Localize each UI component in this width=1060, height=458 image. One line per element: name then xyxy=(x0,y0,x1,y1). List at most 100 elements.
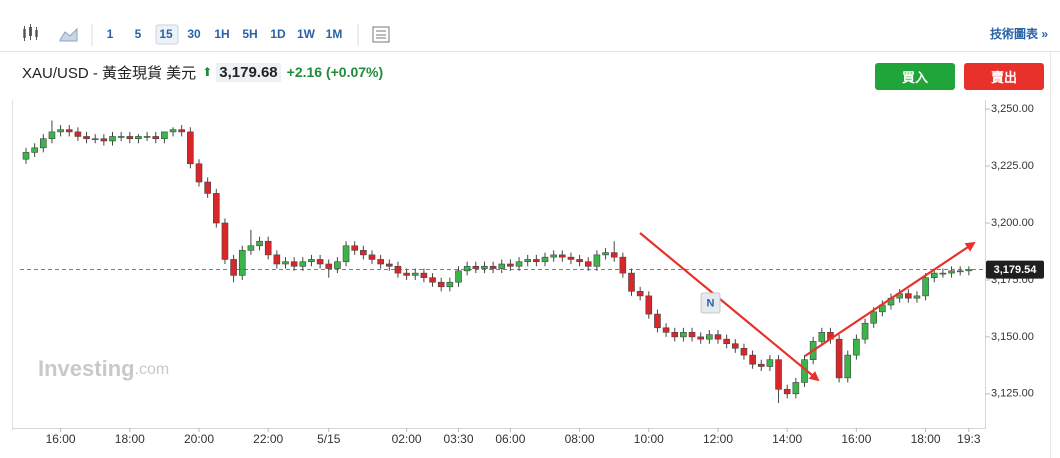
candle-body xyxy=(558,254,566,258)
candle-body xyxy=(697,336,705,340)
candle-body xyxy=(256,240,263,247)
candle-body xyxy=(109,136,116,142)
candle-body xyxy=(541,256,549,263)
interval-button[interactable]: 1D xyxy=(270,27,286,41)
selected-interval-box xyxy=(155,24,179,45)
candle-body xyxy=(533,259,540,263)
candle-body xyxy=(956,270,964,273)
interval-button[interactable]: 1 xyxy=(107,27,114,41)
x-tick-label: 19:3 xyxy=(957,432,981,446)
candle-body xyxy=(792,382,800,395)
candle-body xyxy=(550,254,557,258)
y-tick-label: 3,200.00 xyxy=(991,217,1034,229)
candle-body xyxy=(299,261,307,267)
candle-body xyxy=(507,263,514,267)
candle-body xyxy=(247,245,255,251)
settings-icon[interactable] xyxy=(372,26,390,43)
event-marker[interactable]: N xyxy=(707,297,715,309)
candle-body xyxy=(584,261,592,267)
candle-body xyxy=(498,263,506,269)
candle-body xyxy=(351,245,359,251)
candle-body xyxy=(922,277,929,297)
interval-button[interactable]: 5H xyxy=(242,27,257,41)
x-tick-label: 20:00 xyxy=(184,432,214,446)
candle-body xyxy=(671,332,679,338)
interval-button[interactable]: 30 xyxy=(187,27,201,41)
x-tick-label: 03:30 xyxy=(443,432,473,446)
candle-body xyxy=(39,138,47,149)
candle-body xyxy=(143,136,151,138)
buy-button[interactable]: 買入 xyxy=(875,63,955,90)
candle-body xyxy=(740,347,748,356)
x-tick-label: 12:00 xyxy=(703,432,733,446)
candle-body xyxy=(282,261,289,265)
candle-body xyxy=(48,131,56,140)
watermark: Investing.com xyxy=(38,356,169,381)
candle-body xyxy=(100,138,108,142)
interval-button[interactable]: 5 xyxy=(135,27,142,41)
area-icon[interactable] xyxy=(59,27,78,42)
candle-body xyxy=(117,136,125,138)
candle-body xyxy=(948,270,955,274)
candle-body xyxy=(706,334,713,340)
candle-body xyxy=(524,259,532,263)
candle-body xyxy=(169,129,177,133)
candle-body xyxy=(420,272,428,278)
up-arrow: ⬆ xyxy=(202,65,213,79)
candle-body xyxy=(913,295,921,299)
candle-body xyxy=(342,245,350,263)
y-tick-label: 3,150.00 xyxy=(991,331,1034,343)
interval-button[interactable]: 1M xyxy=(326,27,343,41)
candle-body xyxy=(195,163,203,183)
candle-body xyxy=(628,272,635,292)
candle-body xyxy=(602,252,609,256)
candle-body xyxy=(360,250,367,256)
candle-body xyxy=(939,272,947,275)
candle-body xyxy=(654,313,661,329)
annotation-arrow xyxy=(804,241,976,357)
candle-body xyxy=(723,338,730,345)
interval-button[interactable]: 1H xyxy=(214,27,229,41)
candle-body xyxy=(385,263,393,267)
candle-body xyxy=(775,359,782,390)
candle-icon[interactable] xyxy=(23,24,38,41)
candle-body xyxy=(264,240,272,256)
x-tick-label: 16:00 xyxy=(841,432,871,446)
candle-body xyxy=(334,261,341,269)
sell-button[interactable]: 賣出 xyxy=(964,63,1044,90)
candle-body xyxy=(437,281,445,288)
candle-body xyxy=(325,263,333,269)
candle-body xyxy=(213,193,220,224)
candle-body xyxy=(290,261,298,267)
candle-body xyxy=(835,338,843,379)
candle-body xyxy=(187,131,194,165)
x-tick-label: 10:00 xyxy=(634,432,664,446)
x-tick-label: 18:00 xyxy=(911,432,941,446)
candle-body xyxy=(576,259,583,263)
candle-body xyxy=(429,277,436,283)
event-marker-box[interactable] xyxy=(700,292,721,314)
candle-body xyxy=(403,272,410,276)
candle-body xyxy=(619,256,627,274)
candle-body xyxy=(377,259,384,265)
candle-body xyxy=(316,259,324,265)
candle-body xyxy=(308,259,315,263)
candle-body xyxy=(91,138,99,141)
candle-body xyxy=(930,272,938,278)
candle-body xyxy=(645,295,653,315)
candle-body xyxy=(161,131,168,140)
x-tick-label: 02:00 xyxy=(392,432,422,446)
candle-body xyxy=(230,259,237,276)
candle-body xyxy=(757,363,765,367)
price-change: +2.16 (+0.07%) xyxy=(286,64,384,80)
candle-body xyxy=(610,252,618,258)
interval-button[interactable]: 1W xyxy=(297,27,316,41)
instrument-title: XAU/USD - 黃金現貨 美元 xyxy=(22,64,197,82)
candle-body xyxy=(178,129,185,133)
x-tick-label: 18:00 xyxy=(115,432,145,446)
technical-chart-link[interactable]: 技術圖表 » xyxy=(990,26,1048,41)
candle-body xyxy=(714,334,722,340)
candle-body xyxy=(238,250,246,276)
interval-button[interactable]: 15 xyxy=(159,27,173,41)
